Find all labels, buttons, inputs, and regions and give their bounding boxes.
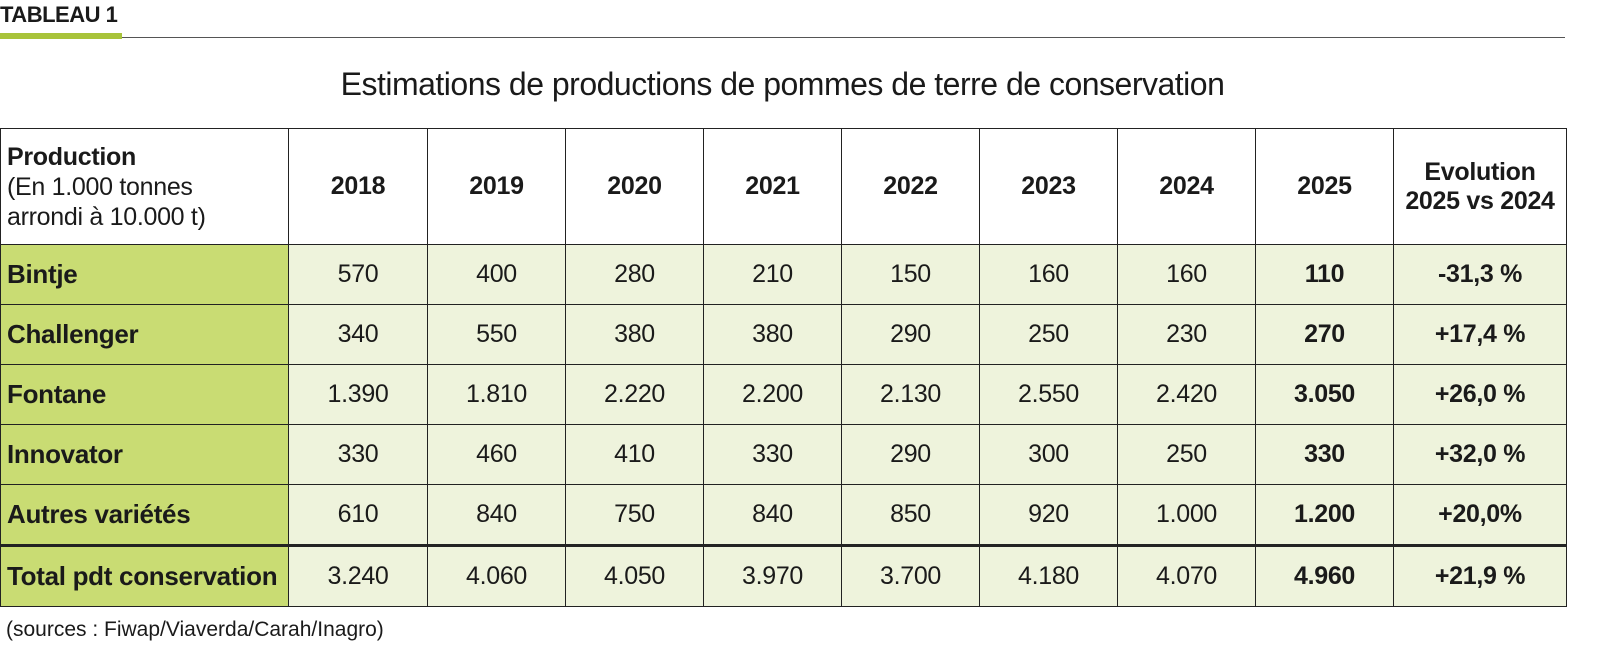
table-cell: 210 xyxy=(703,244,842,305)
column-header-line: Evolution xyxy=(1424,157,1536,186)
table-cell: +17,4 % xyxy=(1393,304,1567,365)
table-cell: 290 xyxy=(841,424,980,485)
column-header: 2022 xyxy=(841,128,980,245)
table-cell: 330 xyxy=(703,424,842,485)
table-cell: 2.220 xyxy=(565,364,704,425)
table-cell: 290 xyxy=(841,304,980,365)
table-cell: 2.130 xyxy=(841,364,980,425)
table-cell: 150 xyxy=(841,244,980,305)
column-header: 2020 xyxy=(565,128,704,245)
table-cell: 2.200 xyxy=(703,364,842,425)
table-cell: 920 xyxy=(979,484,1118,546)
table-cell: 4.960 xyxy=(1255,544,1394,607)
row-header: Innovator xyxy=(0,424,289,485)
table-cell: 230 xyxy=(1117,304,1256,365)
table-row: Challenger 340 550 380 380 290 250 230 270 +17,4 … xyxy=(0,304,1567,365)
table-cell: 280 xyxy=(565,244,704,305)
row-header: Challenger xyxy=(0,304,289,365)
table-cell: 3.700 xyxy=(841,544,980,607)
table-cell: 2.420 xyxy=(1117,364,1256,425)
table-cell: 570 xyxy=(288,244,428,305)
table-cell: 1.000 xyxy=(1117,484,1256,546)
header-row: Production (En 1.000 tonnes arrondi à 10.0… xyxy=(0,128,1567,245)
table-cell: 4.060 xyxy=(427,544,566,607)
table-cell: 250 xyxy=(1117,424,1256,485)
column-header: 2023 xyxy=(979,128,1118,245)
table-cell: 400 xyxy=(427,244,566,305)
table-body: Bintje 570 400 280 210 150 160 160 110 -31,3 % Cha… xyxy=(0,244,1567,607)
table-cell: 110 xyxy=(1255,244,1394,305)
table-cell: 4.070 xyxy=(1117,544,1256,607)
column-header: 2025 xyxy=(1255,128,1394,245)
table-cell: +21,9 % xyxy=(1393,544,1567,607)
source-note: (sources : Fiwap/Viaverda/Carah/Inagro) xyxy=(6,618,384,641)
corner-note: arrondi à 10.000 t) xyxy=(7,202,206,231)
column-header: 2019 xyxy=(427,128,566,245)
table-cell: 4.180 xyxy=(979,544,1118,607)
column-header: Evolution 2025 vs 2024 xyxy=(1393,128,1567,245)
table-cell: +32,0 % xyxy=(1393,424,1567,485)
table-cell: +20,0% xyxy=(1393,484,1567,546)
table-cell: 610 xyxy=(288,484,428,546)
column-header: 2024 xyxy=(1117,128,1256,245)
table-cell: 3.240 xyxy=(288,544,428,607)
table-cell: -31,3 % xyxy=(1393,244,1567,305)
table-cell: 3.970 xyxy=(703,544,842,607)
table-row: Autres variétés 610 840 750 840 850 920 1.000 1.… xyxy=(0,484,1567,546)
label-rule xyxy=(122,37,1565,38)
row-header: Fontane xyxy=(0,364,289,425)
table-cell: 550 xyxy=(427,304,566,365)
table-cell: 160 xyxy=(979,244,1118,305)
table-cell: 300 xyxy=(979,424,1118,485)
table-label: TABLEAU 1 xyxy=(0,2,118,27)
corner-title: Production xyxy=(7,142,136,171)
table-cell: 750 xyxy=(565,484,704,546)
table-cell: 840 xyxy=(427,484,566,546)
table-cell: 1.390 xyxy=(288,364,428,425)
table-cell: 4.050 xyxy=(565,544,704,607)
table-cell: 330 xyxy=(288,424,428,485)
table-cell: 840 xyxy=(703,484,842,546)
table-cell: 1.810 xyxy=(427,364,566,425)
table-cell: 460 xyxy=(427,424,566,485)
column-header: 2021 xyxy=(703,128,842,245)
table-row: Bintje 570 400 280 210 150 160 160 110 -31,3 % xyxy=(0,244,1567,305)
table-cell: 3.050 xyxy=(1255,364,1394,425)
corner-note: (En 1.000 tonnes xyxy=(7,172,193,201)
table-cell: 270 xyxy=(1255,304,1394,365)
row-header: Total pdt conservation xyxy=(0,544,289,607)
table-cell: +26,0 % xyxy=(1393,364,1567,425)
corner-header: Production (En 1.000 tonnes arrondi à 10.0… xyxy=(0,128,289,245)
table-cell: 380 xyxy=(703,304,842,365)
table-cell: 330 xyxy=(1255,424,1394,485)
table-title: Estimations de productions de pommes de … xyxy=(340,66,1225,102)
row-header: Bintje xyxy=(0,244,289,305)
table-cell: 410 xyxy=(565,424,704,485)
table-cell: 160 xyxy=(1117,244,1256,305)
data-table: Production (En 1.000 tonnes arrondi à 10.0… xyxy=(0,128,1567,607)
table-row: Total pdt conservation 3.240 4.060 4.050 3.9… xyxy=(0,544,1567,607)
table-cell: 250 xyxy=(979,304,1118,365)
table-cell: 1.200 xyxy=(1255,484,1394,546)
table-cell: 850 xyxy=(841,484,980,546)
table-cell: 2.550 xyxy=(979,364,1118,425)
column-header-line: 2025 vs 2024 xyxy=(1405,186,1555,215)
table-row: Innovator 330 460 410 330 290 300 250 330 +32,0 % xyxy=(0,424,1567,485)
table-cell: 380 xyxy=(565,304,704,365)
label-bar xyxy=(0,33,122,39)
column-header: 2018 xyxy=(288,128,428,245)
table-row: Fontane 1.390 1.810 2.220 2.200 2.130 2.550 2.4… xyxy=(0,364,1567,425)
table-cell: 340 xyxy=(288,304,428,365)
row-header: Autres variétés xyxy=(0,484,289,546)
